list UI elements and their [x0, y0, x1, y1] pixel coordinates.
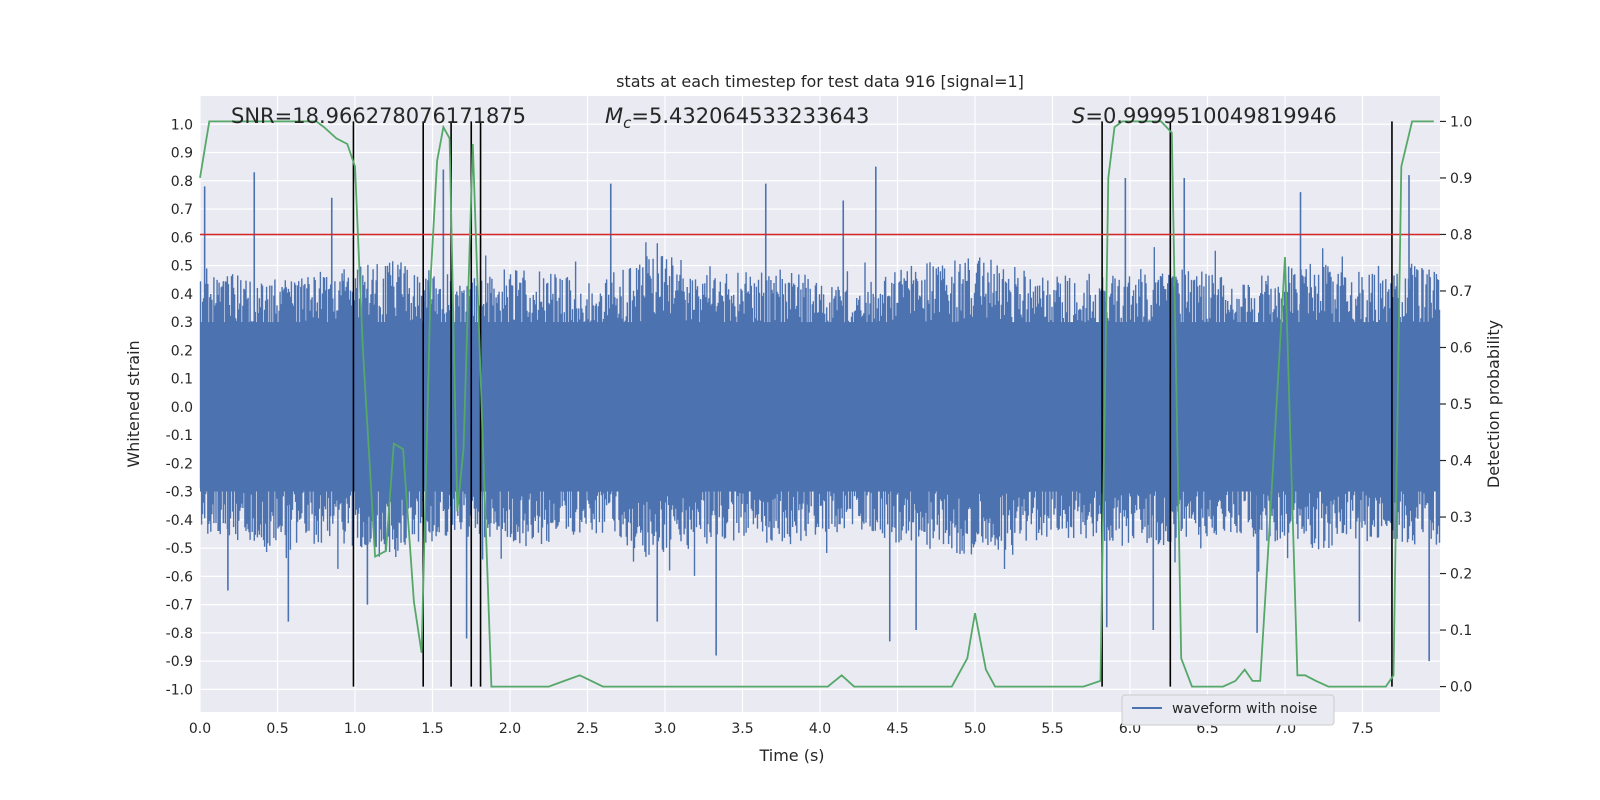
y2-tick-label: 0.3	[1450, 510, 1472, 526]
snr-annotation: SNR=18.966278076171875	[231, 104, 526, 128]
y-tick-label: 0.2	[171, 343, 193, 359]
y2-tick-label: 0.6	[1450, 340, 1472, 356]
probability-line	[199, 120, 1434, 688]
y2-tick-label: 0.1	[1450, 623, 1472, 639]
x-tick-label: 0.5	[266, 721, 288, 737]
y-tick-label: -0.1	[166, 428, 193, 444]
y-tick-label: -0.8	[166, 626, 193, 642]
y-tick-label: 0.0	[171, 400, 193, 416]
legend-box	[1121, 694, 1335, 726]
y-tick-label: 0.5	[171, 259, 193, 275]
y-tick-label: 0.1	[171, 372, 193, 388]
y-tick-label: 0.8	[171, 174, 193, 190]
x-tick-label: 2.5	[576, 721, 598, 737]
waveform-series	[199, 166, 1441, 662]
x-tick-label: 1.5	[421, 721, 443, 737]
x-tick-label: 2.0	[499, 721, 521, 737]
x-tick-label: 3.0	[654, 721, 676, 737]
mc-subscript: c	[623, 114, 632, 132]
y-tick-label: -0.2	[166, 456, 193, 472]
x-tick-label: 0.0	[189, 721, 211, 737]
y-tick-label: -0.7	[166, 598, 193, 614]
y-tick-label: -1.0	[166, 682, 193, 698]
y2-tick-label: 0.4	[1450, 454, 1472, 470]
y2-tick-label: 0.8	[1450, 227, 1472, 243]
y-tick-label: 0.9	[171, 146, 193, 162]
waveform-noise	[199, 242, 1441, 576]
mc-value: =5.432064533233643	[631, 104, 869, 128]
y-tick-label: 0.4	[171, 287, 193, 303]
x-tick-label: 7.5	[1351, 721, 1373, 737]
y-axis-label: Whitened strain	[124, 340, 143, 467]
y-tick-label: 0.3	[171, 315, 193, 331]
y-tick-label: 0.7	[171, 202, 193, 218]
y2-axis-label: Detection probability	[1484, 320, 1503, 488]
y2-tick-label: 0.2	[1450, 567, 1472, 583]
y-tick-label: -0.9	[166, 654, 193, 670]
y-tick-label: -0.4	[166, 513, 193, 529]
right-axis-ticks: 1.0 0.9 0.8 0.7 0.6 0.5 0.4 0.3 0.2 0.1 0.0	[1440, 114, 1472, 696]
s-value: =0.9999510049819946	[1085, 104, 1336, 128]
y-tick-label: -0.5	[166, 541, 193, 557]
x-tick-label: 5.5	[1041, 721, 1063, 737]
y2-tick-label: 0.9	[1450, 171, 1472, 187]
y-tick-label: -0.3	[166, 485, 193, 501]
chirp-mass-annotation: Mc=5.432064533233643	[605, 104, 869, 132]
y-tick-label: 0.6	[171, 230, 193, 246]
chart-title: stats at each timestep for test data 916…	[616, 72, 1024, 91]
x-tick-label: 5.0	[964, 721, 986, 737]
x-tick-label: 4.5	[886, 721, 908, 737]
x-tick-label: 3.5	[731, 721, 753, 737]
mc-symbol: M	[605, 104, 623, 128]
y-tick-label: -0.6	[166, 569, 193, 585]
y2-tick-label: 0.5	[1450, 397, 1472, 413]
x-tick-label: 1.0	[344, 721, 366, 737]
left-axis-ticks: 1.0 0.9 0.8 0.7 0.6 0.5 0.4 0.3 0.2 0.1 0.0 -0.1 -0.…	[166, 117, 193, 698]
s-symbol: S	[1072, 104, 1085, 128]
x-tick-label: 4.0	[809, 721, 831, 737]
legend-label: waveform with noise	[1172, 701, 1317, 717]
x-axis-label: Time (s)	[758, 746, 824, 765]
x-axis-ticks: 0.0 0.5 1.0 1.5 2.0 2.5 3.0 3.5 4.0 4.5 5.0 5.5 6.0 6…	[189, 721, 1374, 737]
legend: waveform with noise	[1121, 694, 1335, 726]
y2-tick-label: 0.7	[1450, 284, 1472, 300]
y2-tick-label: 0.0	[1450, 680, 1472, 696]
y-tick-label: 1.0	[171, 117, 193, 133]
score-annotation: S=0.9999510049819946	[1072, 104, 1337, 128]
y2-tick-label: 1.0	[1450, 114, 1472, 130]
